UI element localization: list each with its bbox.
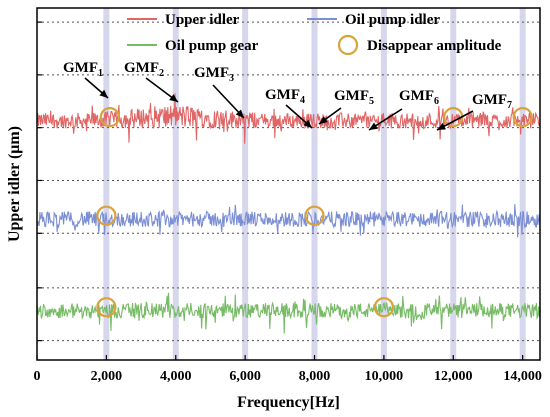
gmf-label-subscript: 7 (507, 100, 512, 111)
disappear-marker (373, 297, 394, 318)
series-line (37, 204, 541, 238)
gmf-label-base: GMF (399, 88, 434, 104)
gmf-label-base: GMF (63, 60, 98, 76)
gmf-band (311, 8, 318, 360)
gmf-label-base: GMF (334, 88, 369, 104)
gmf-label: GMF2 (124, 60, 164, 79)
gmf-label: GMF1 (63, 60, 103, 79)
gmf-label-subscript: 5 (369, 96, 374, 107)
gmf-label-subscript: 4 (300, 95, 305, 106)
x-axis-ticks: 0 2,000 4,000 6,000 8,000 10,000 12,000 14,000 (34, 355, 542, 384)
legend-label: Disappear amplitude (367, 38, 502, 54)
gmf-band (380, 8, 387, 360)
gmf-label-base: GMF (194, 65, 229, 81)
x-tick-label: 6,000 (229, 369, 261, 384)
legend-label: Upper idler (165, 12, 240, 28)
gmf-band (103, 8, 110, 360)
y-axis-title: Upper idler (μm) (6, 126, 23, 242)
gmf-label: GMF3 (194, 65, 234, 84)
legend-label: Oil pump gear (165, 38, 259, 54)
gmf-label-subscript: 1 (98, 68, 103, 79)
gmf-band (450, 8, 457, 360)
disappear-marker (96, 297, 117, 318)
legend-label: Oil pump idler (345, 12, 440, 28)
gmf-arrowhead (99, 89, 108, 98)
legend-marker-swatch (337, 34, 359, 56)
legend: Upper idler Oil pump idler Oil pump gear Di… (127, 12, 502, 56)
gmf-label-subscript: 6 (434, 96, 439, 107)
gmf-label: GMF6 (399, 88, 439, 107)
gmf-label-subscript: 3 (229, 73, 234, 84)
x-tick-label: 8,000 (299, 369, 331, 384)
gmf-band (519, 8, 526, 360)
gmf-label-base: GMF (124, 60, 159, 76)
gmf-label: GMF7 (472, 92, 512, 111)
gmf-label-base: GMF (265, 87, 300, 103)
x-axis-title: Frequency[Hz] (237, 394, 340, 411)
gmf-label: GMF4 (265, 87, 305, 106)
plot-frame (36, 7, 541, 361)
gmf-band (242, 8, 249, 360)
disappear-marker (99, 107, 120, 128)
x-tick-label: 12,000 (434, 369, 473, 384)
x-tick-label: 10,000 (365, 369, 404, 384)
gmf-label-base: GMF (472, 92, 507, 108)
grid-lines (37, 21, 540, 342)
disappear-marker (304, 205, 325, 226)
gmf-bands (103, 8, 526, 360)
x-tick-label: 0 (34, 369, 41, 384)
series-lines (36, 93, 541, 334)
gmf-arrowhead (303, 119, 312, 128)
gmf-arrowhead (369, 122, 378, 130)
gmf-label: GMF5 (334, 88, 374, 107)
x-tick-label: 2,000 (91, 369, 123, 384)
gmf-label-subscript: 2 (159, 68, 164, 79)
gmf-arrowhead (169, 94, 178, 102)
disappear-marker (96, 205, 117, 226)
series-line (36, 292, 541, 334)
x-tick-label: 14,000 (503, 369, 542, 384)
gmf-band (172, 8, 179, 360)
x-tick-label: 4,000 (160, 369, 192, 384)
gmf-arrowhead (319, 116, 328, 124)
disappear-marker (512, 107, 533, 128)
series-line (36, 93, 541, 144)
gmf-arrowhead (437, 122, 446, 130)
gmf-arrowhead (235, 109, 244, 118)
